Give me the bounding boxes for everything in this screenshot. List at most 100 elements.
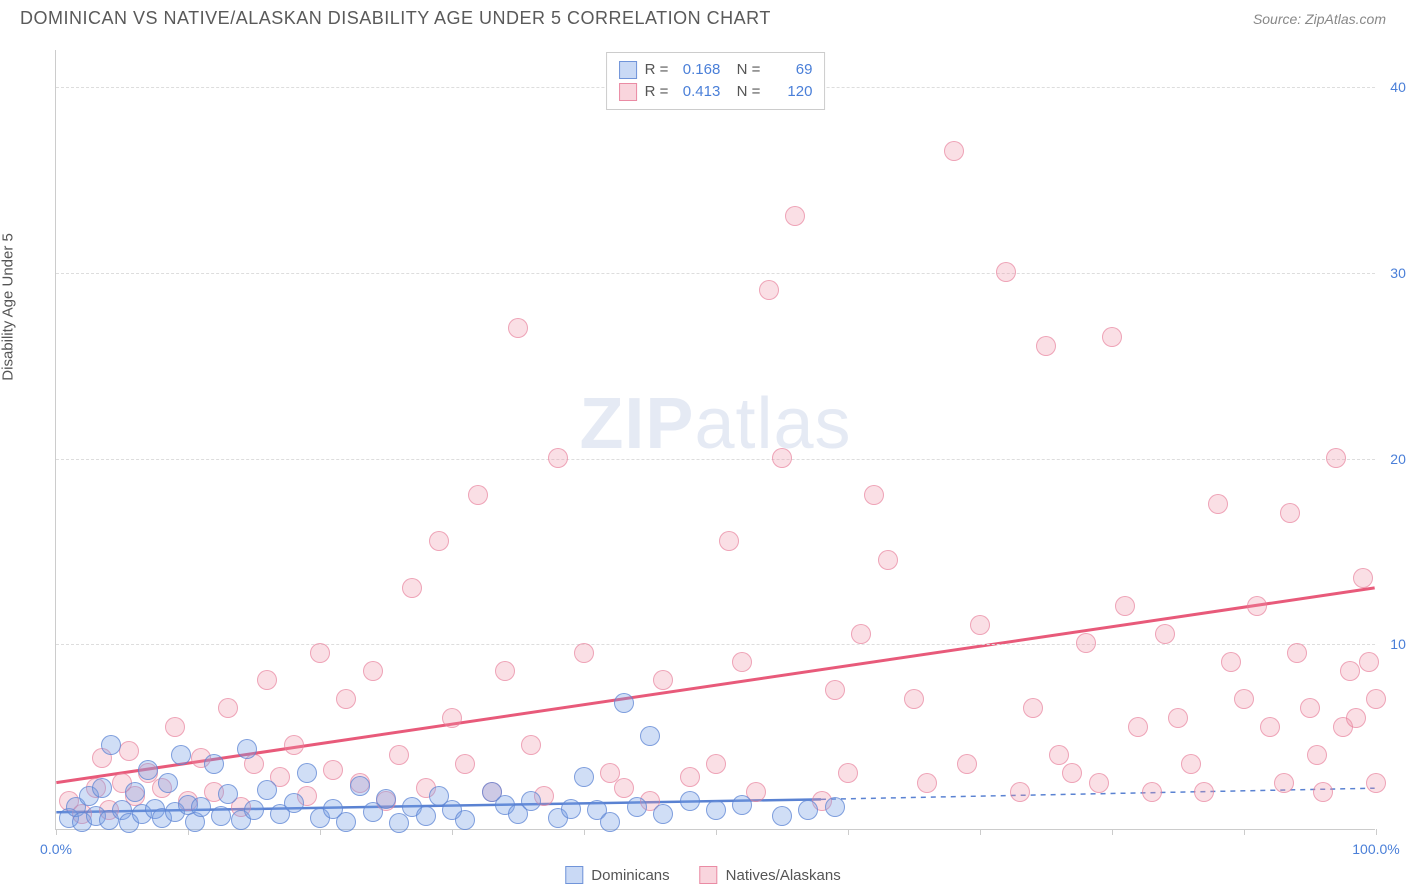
data-point <box>1036 336 1056 356</box>
data-point <box>363 661 383 681</box>
x-tick <box>1376 829 1377 835</box>
data-point <box>429 531 449 551</box>
data-point <box>1168 708 1188 728</box>
data-point <box>600 812 620 832</box>
data-point <box>719 531 739 551</box>
data-point <box>1326 448 1346 468</box>
r-label: R = <box>645 81 669 103</box>
data-point <box>759 280 779 300</box>
data-point <box>171 745 191 765</box>
data-point <box>1208 494 1228 514</box>
data-point <box>1340 661 1360 681</box>
data-point <box>1023 698 1043 718</box>
data-point <box>402 578 422 598</box>
source-attribution: Source: ZipAtlas.com <box>1253 11 1386 27</box>
data-point <box>297 763 317 783</box>
watermark: ZIPatlas <box>579 383 851 465</box>
data-point <box>1280 503 1300 523</box>
data-point <box>838 763 858 783</box>
data-point <box>455 810 475 830</box>
data-point <box>1346 708 1366 728</box>
data-point <box>389 745 409 765</box>
x-tick <box>716 829 717 835</box>
page-title: DOMINICAN VS NATIVE/ALASKAN DISABILITY A… <box>20 8 771 29</box>
x-tick-label: 100.0% <box>1352 841 1399 857</box>
data-point <box>864 485 884 505</box>
data-point <box>614 693 634 713</box>
data-point <box>1089 773 1109 793</box>
data-point <box>508 318 528 338</box>
data-point <box>442 708 462 728</box>
r-value-blue: 0.168 <box>676 59 720 81</box>
x-tick <box>1244 829 1245 835</box>
data-point <box>336 812 356 832</box>
data-point <box>1010 782 1030 802</box>
data-point <box>92 778 112 798</box>
x-tick <box>56 829 57 835</box>
swatch-blue-icon <box>565 866 583 884</box>
data-point <box>1234 689 1254 709</box>
y-tick-label: 10.0% <box>1380 636 1406 652</box>
data-point <box>1260 717 1280 737</box>
data-point <box>1155 624 1175 644</box>
data-point <box>798 800 818 820</box>
data-point <box>653 670 673 690</box>
data-point <box>627 797 647 817</box>
data-point <box>732 795 752 815</box>
data-point <box>706 800 726 820</box>
data-point <box>904 689 924 709</box>
series-legend: Dominicans Natives/Alaskans <box>565 866 840 884</box>
data-point <box>455 754 475 774</box>
data-point <box>191 797 211 817</box>
gridline <box>56 459 1375 460</box>
n-label: N = <box>728 81 760 103</box>
data-point <box>561 799 581 819</box>
data-point <box>350 776 370 796</box>
scatter-chart: ZIPatlas R = 0.168 N = 69 R = 0.413 N = … <box>55 50 1375 830</box>
data-point <box>521 735 541 755</box>
x-tick <box>584 829 585 835</box>
data-point <box>1049 745 1069 765</box>
data-point <box>211 806 231 826</box>
data-point <box>138 760 158 780</box>
data-point <box>257 670 277 690</box>
y-tick-label: 20.0% <box>1380 451 1406 467</box>
n-value-pink: 120 <box>768 81 812 103</box>
legend-row-dominicans: R = 0.168 N = 69 <box>619 59 813 81</box>
data-point <box>119 741 139 761</box>
legend-item-natives: Natives/Alaskans <box>700 866 841 884</box>
data-point <box>640 726 660 746</box>
data-point <box>284 735 304 755</box>
r-value-pink: 0.413 <box>676 81 720 103</box>
data-point <box>284 793 304 813</box>
data-point <box>732 652 752 672</box>
data-point <box>917 773 937 793</box>
data-point <box>495 661 515 681</box>
data-point <box>970 615 990 635</box>
data-point <box>165 717 185 737</box>
data-point <box>1181 754 1201 774</box>
data-point <box>785 206 805 226</box>
y-tick-label: 40.0% <box>1380 79 1406 95</box>
data-point <box>310 643 330 663</box>
n-value-blue: 69 <box>768 59 812 81</box>
data-point <box>851 624 871 644</box>
data-point <box>521 791 541 811</box>
data-point <box>468 485 488 505</box>
data-point <box>1287 643 1307 663</box>
data-point <box>218 698 238 718</box>
data-point <box>389 813 409 833</box>
data-point <box>1307 745 1327 765</box>
data-point <box>825 797 845 817</box>
x-tick-label: 0.0% <box>40 841 72 857</box>
data-point <box>1062 763 1082 783</box>
data-point <box>772 448 792 468</box>
swatch-pink-icon <box>700 866 718 884</box>
x-tick <box>848 829 849 835</box>
data-point <box>548 448 568 468</box>
legend-item-dominicans: Dominicans <box>565 866 669 884</box>
x-tick <box>980 829 981 835</box>
data-point <box>653 804 673 824</box>
data-point <box>1313 782 1333 802</box>
data-point <box>1366 689 1386 709</box>
